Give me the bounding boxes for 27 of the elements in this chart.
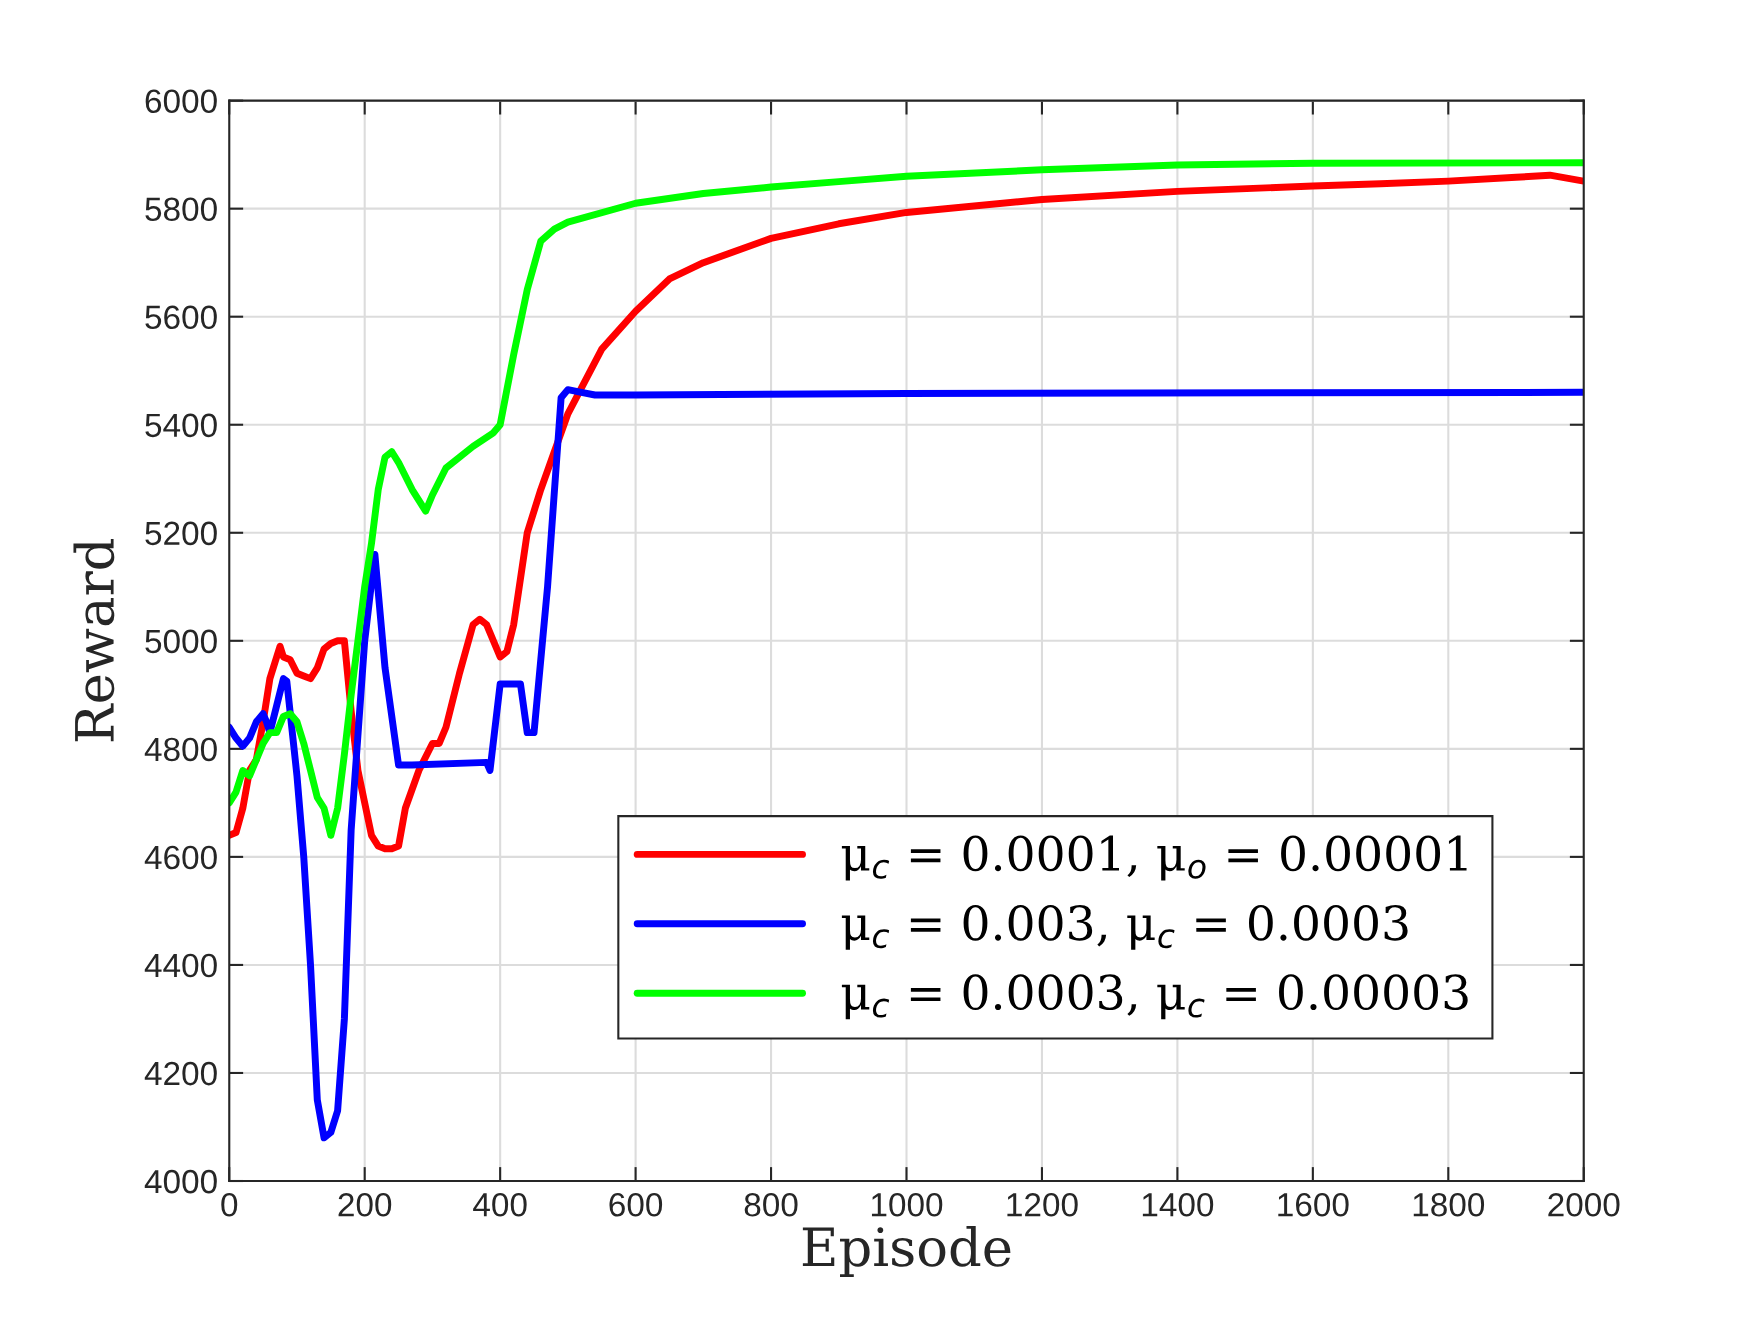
legend-label: μ$_{c}$ = 0.003, μ$_{c}$ = 0.0003 <box>841 904 1408 950</box>
y-tick-label: 4600 <box>144 845 217 870</box>
y-tick-label: 4200 <box>144 1061 217 1086</box>
x-tick-label: 2000 <box>1548 1193 1620 1217</box>
y-tick-label: 4400 <box>144 953 217 978</box>
legend-label: μ$_{c}$ = 0.0001, μ$_{o}$ = 0.00001 <box>841 835 1467 881</box>
x-axis-title: Episode <box>802 1225 1011 1278</box>
y-axis-title: Reward <box>73 539 115 742</box>
x-tick-label: 600 <box>609 1193 663 1217</box>
y-tick-label: 5800 <box>145 197 217 222</box>
x-tick-label: 1200 <box>1007 1193 1078 1217</box>
y-tick-label: 6000 <box>145 89 217 114</box>
x-tick-label: 1600 <box>1278 1193 1349 1217</box>
x-tick-label: 1400 <box>1142 1193 1214 1217</box>
y-tick-label: 5200 <box>145 521 217 546</box>
x-tick-label: 800 <box>744 1193 798 1217</box>
x-tick-label: 400 <box>473 1193 527 1217</box>
y-tick-label: 5000 <box>145 629 217 654</box>
x-tick-label: 1800 <box>1413 1193 1485 1217</box>
y-tick-label: 4800 <box>144 737 217 762</box>
x-tick-label: 0 <box>221 1193 238 1217</box>
x-tick-label: 1000 <box>871 1193 943 1217</box>
y-tick-label: 5400 <box>145 413 217 438</box>
y-tick-label: 5600 <box>145 305 217 330</box>
x-tick-label: 200 <box>338 1193 392 1217</box>
y-tick-label: 4000 <box>144 1169 217 1194</box>
legend-label: μ$_{c}$ = 0.0003, μ$_{c}$ = 0.00003 <box>841 974 1468 1020</box>
